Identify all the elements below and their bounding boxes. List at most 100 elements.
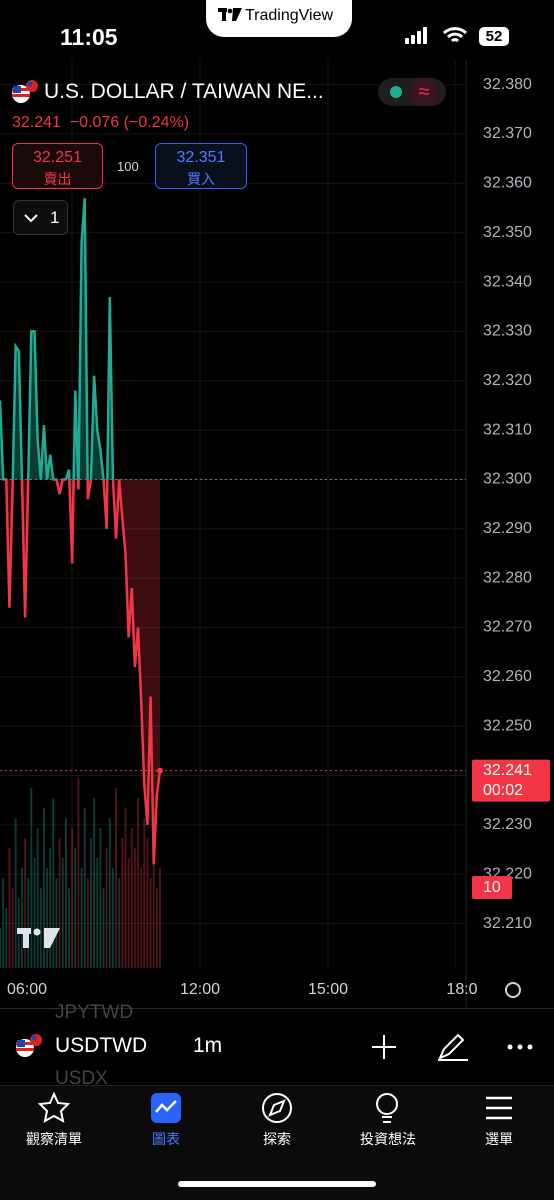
volume-bar — [52, 798, 55, 968]
y-tick-label: 32.230 — [483, 816, 532, 833]
volume-bar — [115, 788, 118, 968]
symbol-name[interactable]: U.S. DOLLAR / TAIWAN NE... — [44, 80, 324, 103]
battery: 52 — [479, 27, 509, 46]
x-tick-label: 06:00 — [7, 981, 47, 998]
volume-bar — [137, 798, 139, 968]
volume-bar — [86, 878, 89, 968]
volume-bar — [96, 858, 99, 968]
volume-bar — [61, 858, 64, 968]
volume-bar — [74, 848, 77, 968]
layout-dropdown[interactable]: 1 — [13, 200, 68, 235]
y-tick-label: 32.270 — [483, 619, 532, 636]
volume-bar — [68, 888, 70, 968]
y-tick-label: 32.290 — [483, 520, 532, 537]
ghost-symbol: USDX — [55, 1068, 108, 1089]
volume-bar — [90, 838, 92, 968]
volume-label-box — [472, 876, 512, 899]
app-logo — [218, 8, 242, 21]
y-tick-label: 32.370 — [483, 125, 532, 142]
sell-price: 32.251 — [33, 149, 82, 166]
status-time: 11:05 — [60, 24, 118, 50]
volume-bar — [102, 888, 105, 968]
signal-icon — [405, 27, 427, 44]
volume-bar — [108, 818, 111, 968]
volume-bar — [33, 858, 36, 968]
volume-bar — [112, 868, 114, 968]
symbol[interactable]: USDTWD — [55, 1034, 148, 1057]
volume-label: 10 — [483, 879, 501, 896]
settings-icon — [505, 982, 521, 998]
x-tick-label: 12:00 — [180, 981, 220, 998]
y-tick-label: 32.310 — [483, 421, 532, 438]
volume-bar — [80, 868, 83, 968]
last-price-label: 32.241 — [483, 762, 532, 779]
y-tick-label: 32.280 — [483, 569, 532, 586]
volume-bar — [155, 888, 158, 968]
nav-tab[interactable]: 圖表 — [152, 1131, 180, 1147]
divider — [0, 1008, 554, 1009]
volume-bar — [146, 838, 149, 968]
y-tick-label: 32.380 — [483, 76, 532, 93]
watermark-logo — [17, 928, 60, 948]
flag-icons — [16, 1034, 42, 1057]
volume-bar — [2, 878, 5, 968]
y-tick-label: 32.260 — [483, 668, 532, 685]
quote-line: 32.241 −0.076 (−0.24%) — [12, 114, 189, 132]
buy-price: 32.351 — [176, 149, 226, 166]
flag-icons — [12, 80, 38, 103]
nav-tab[interactable]: 探索 — [263, 1131, 291, 1147]
y-tick-label: 32.250 — [483, 717, 532, 734]
volume-bar — [105, 848, 108, 968]
nav-tab[interactable]: 觀察清單 — [26, 1131, 82, 1147]
market-status[interactable]: ≈ — [378, 78, 446, 106]
volume-bar — [11, 888, 14, 968]
nav-tab[interactable]: 選單 — [485, 1131, 513, 1147]
nav-tab[interactable]: 投資想法 — [360, 1131, 416, 1147]
volume-bar — [93, 798, 96, 968]
volume-bar — [8, 848, 11, 968]
y-tick-label: 32.350 — [483, 224, 532, 241]
buy-label: 買入 — [187, 171, 215, 187]
volume-bar — [14, 818, 17, 968]
y-tick-label: 32.300 — [483, 471, 532, 488]
volume-bar — [130, 828, 133, 968]
volume-bar — [133, 848, 136, 968]
volume-bar — [36, 828, 39, 968]
last-price-box — [472, 759, 550, 802]
volume-bar — [149, 878, 152, 968]
spread: 100 — [117, 159, 139, 174]
volume-bar — [30, 788, 33, 968]
toolbar-icons[interactable] — [370, 1032, 540, 1062]
change-pct: (−0.24%) — [123, 114, 190, 131]
last-price: 32.241 — [12, 114, 61, 131]
volume-bar — [5, 908, 8, 968]
volume-bar — [127, 858, 130, 968]
sell-label: 賣出 — [43, 171, 72, 187]
volume-bar — [118, 878, 121, 968]
baseline-area — [0, 198, 160, 865]
ghost-symbol: JPYTWD — [55, 1002, 134, 1023]
volume-bar — [42, 808, 45, 968]
volume-bar — [71, 828, 74, 968]
app-name: TradingView — [245, 7, 334, 24]
volume-bar — [46, 868, 48, 968]
y-tick-label: 32.210 — [483, 915, 532, 932]
volume-bar — [21, 868, 23, 968]
volume-bar — [124, 808, 127, 968]
price-line — [0, 198, 162, 865]
y-tick-label: 32.320 — [483, 372, 532, 389]
volume-bar — [152, 808, 155, 968]
sell-button[interactable]: 32.251 賣出 — [12, 143, 103, 189]
y-tick-label: 32.340 — [483, 273, 532, 290]
volume-bar — [83, 808, 86, 968]
app-pill: TradingView — [206, 0, 352, 37]
y-tick-label: 32.330 — [483, 323, 532, 340]
volume-bar — [143, 818, 146, 968]
volume-bar — [27, 878, 30, 968]
buy-button[interactable]: 32.351 買入 — [155, 143, 247, 189]
change: −0.076 — [69, 114, 120, 131]
volume-bar — [159, 868, 161, 968]
interval[interactable]: 1m — [193, 1034, 223, 1057]
